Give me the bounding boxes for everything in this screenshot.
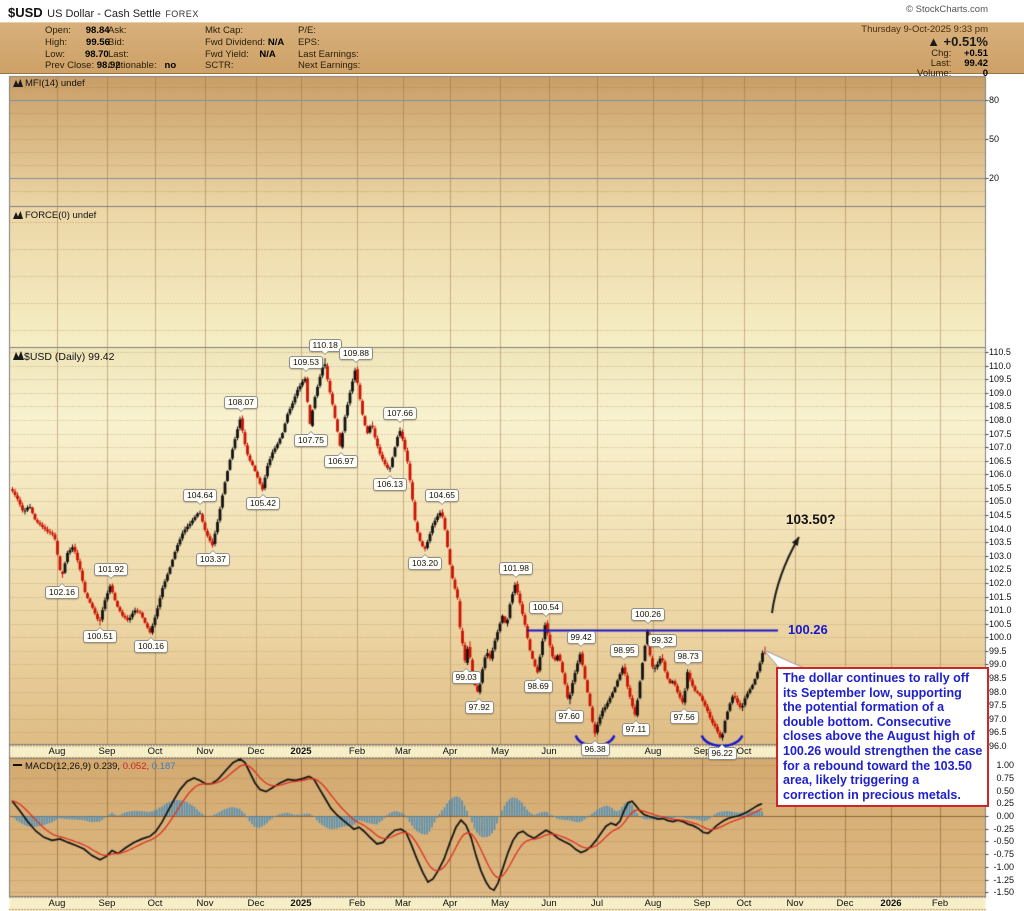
last-row: Last: 99.42: [931, 58, 988, 69]
indicator-icon: [13, 210, 23, 222]
fwd-dividend-value: N/A: [267, 36, 285, 48]
indicator-icon: [13, 78, 23, 90]
prev-close-value: 98.92: [96, 60, 121, 72]
quote-col-fundamentals: Mkt Cap: Fwd Dividend: N/A Fwd Yield: N/…: [205, 25, 284, 72]
mktcap-label: Mkt Cap:: [205, 25, 244, 36]
quote-datetime: Thursday 9-Oct-2025 9:33 pm: [861, 24, 988, 35]
pe-label: P/E:: [298, 25, 316, 36]
resistance-level-label: 100.26: [788, 622, 828, 637]
chg-row: Chg: +0.51: [931, 48, 988, 59]
main-label-text: $USD (Daily) 99.42: [24, 351, 115, 363]
macd-panel-label: MACD(12,26,9) 0.239, 0.052, 0.187: [13, 761, 176, 772]
fwd-dividend-label: Fwd Dividend:: [205, 36, 266, 48]
macd-name: MACD(12,26,9): [25, 761, 91, 772]
analyst-note-box: The dollar continues to rally off its Se…: [776, 667, 989, 808]
quote-col-earnings: P/E: EPS: Last Earnings: Next Earnings:: [298, 25, 360, 72]
volume-label: Volume:: [917, 68, 952, 79]
symbol-name: US Dollar - Cash Settle: [47, 8, 161, 20]
macd-value: 0.239,: [93, 761, 121, 772]
candlestick-icon: [13, 351, 24, 363]
macd-signal-value: 0.052,: [122, 761, 150, 772]
stockcharts-credit: © StockCharts.com: [906, 4, 988, 15]
force-label-text: FORCE(0) undef: [25, 210, 97, 221]
chg-value: +0.51: [963, 48, 988, 59]
volume-value: 0: [982, 68, 988, 79]
mfi-label-text: MFI(14) undef: [25, 78, 85, 89]
up-arrow-icon: ▲ +0.51%: [927, 34, 988, 49]
main-panel-label: $USD (Daily) 99.42: [13, 350, 114, 363]
optionable-label: Optionable:: [108, 60, 157, 72]
open-value: 98.84: [85, 25, 110, 36]
percent-change: ▲ +0.51%: [927, 34, 988, 49]
mfi-panel-label: MFI(14) undef: [13, 78, 85, 90]
high-value: 99.56: [86, 36, 110, 48]
force-panel-label: FORCE(0) undef: [13, 210, 96, 222]
fwd-yield-value: N/A: [259, 48, 276, 60]
eps-label: EPS:: [298, 36, 320, 48]
optionable-value: no: [164, 60, 177, 72]
prev-close-label: Prev Close:: [45, 60, 95, 72]
last-earnings-label: Last Earnings:: [298, 48, 359, 60]
last-value-label: Last:: [930, 58, 952, 69]
high-label: High:: [45, 36, 68, 48]
last-label: Last:: [108, 48, 129, 60]
chg-label: Chg:: [931, 48, 952, 59]
volume-row: Volume: 0: [917, 68, 988, 79]
low-label: Low:: [45, 48, 66, 60]
ask-label: Ask:: [108, 25, 127, 36]
chart-title: $USD US Dollar - Cash Settle FOREX: [8, 4, 199, 22]
macd-hist-value: 0.187: [151, 761, 176, 772]
quote-col-bidask: Ask: Bid: Last: Optionable: no: [108, 25, 176, 72]
last-value: 99.42: [964, 58, 988, 69]
macd-line-icon: [13, 764, 22, 766]
sctr-label: SCTR:: [205, 60, 234, 72]
symbol-exchange: FOREX: [165, 9, 199, 19]
low-value: 98.70: [84, 48, 109, 60]
fwd-yield-label: Fwd Yield:: [205, 48, 249, 60]
symbol: $USD: [8, 5, 43, 20]
next-earnings-label: Next Earnings:: [298, 60, 361, 72]
price-target-label: 103.50?: [786, 512, 836, 527]
open-label: Open:: [45, 25, 71, 36]
bid-label: Bid:: [108, 36, 125, 48]
quote-col-ohlc: Open: 98.84 High: 99.56 Low: 98.70 Prev …: [45, 25, 121, 72]
quote-panel: Open: 98.84 High: 99.56 Low: 98.70 Prev …: [0, 22, 1024, 79]
